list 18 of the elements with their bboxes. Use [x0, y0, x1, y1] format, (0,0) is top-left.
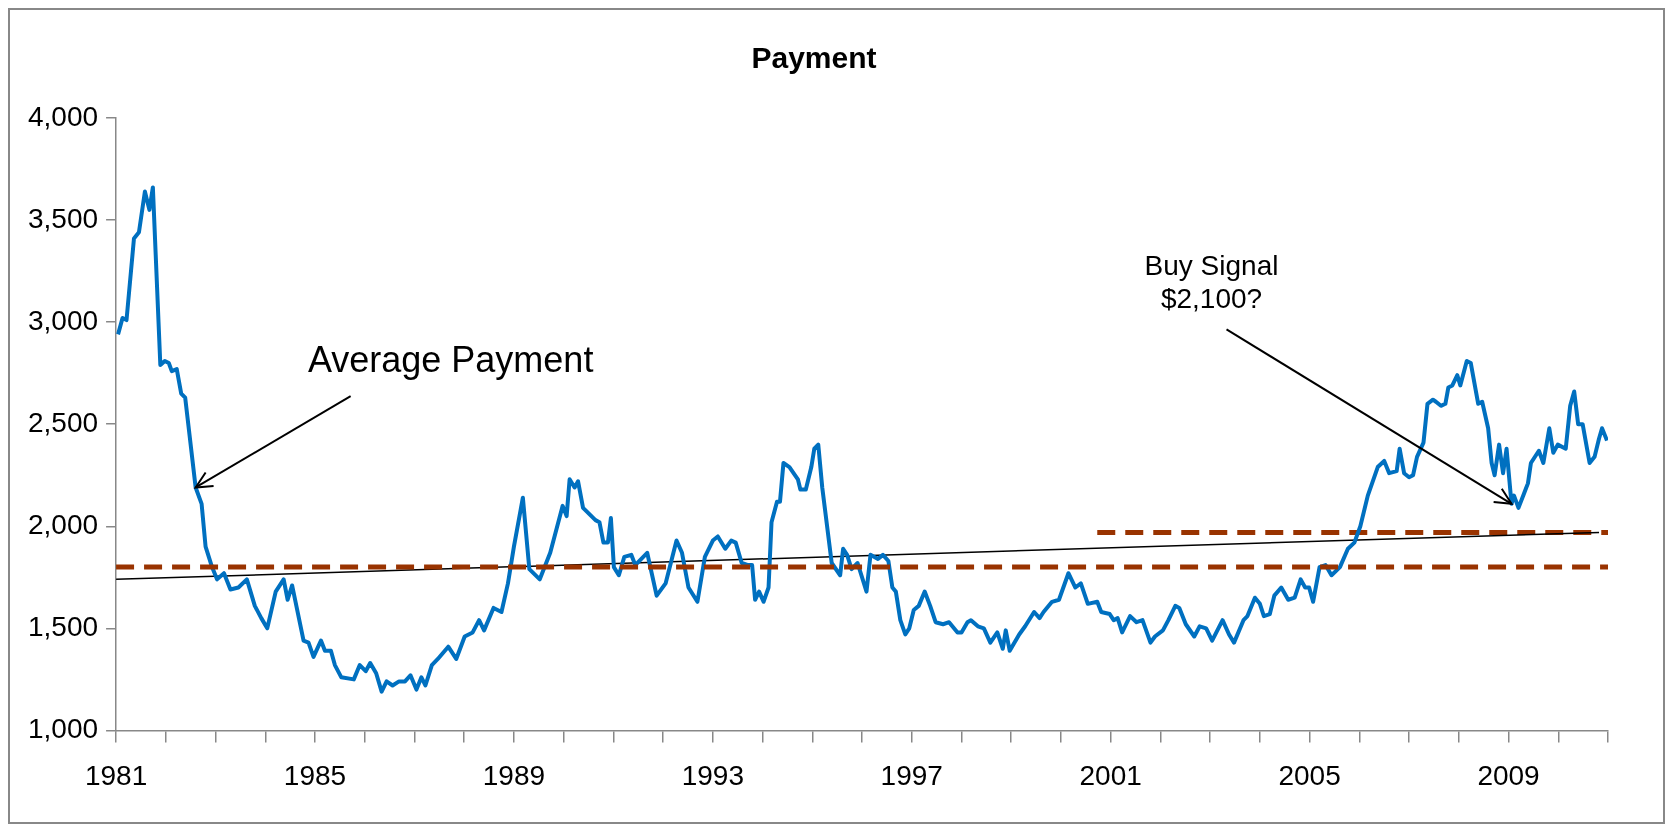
x-tick-label: 2001: [1079, 759, 1142, 791]
annotation: Average Payment: [307, 339, 594, 381]
y-tick-label: 1,500: [27, 611, 99, 643]
y-tick-label: 4,000: [27, 100, 99, 132]
y-tick-label: 3,000: [27, 304, 99, 336]
y-tick-label: 3,500: [27, 202, 99, 234]
y-tick-label: 2,000: [27, 508, 99, 540]
x-tick-label: 1985: [283, 759, 347, 791]
y-tick-label: 2,500: [27, 406, 99, 438]
x-tick-label: 1997: [880, 759, 943, 791]
x-tick-label: 1981: [84, 759, 148, 791]
x-tick-label: 1993: [681, 759, 744, 791]
y-tick-label: 1,000: [27, 713, 99, 745]
x-tick-label: 1989: [482, 759, 546, 791]
x-tick-label: 2005: [1278, 759, 1341, 791]
x-tick-label: 2009: [1477, 759, 1540, 791]
chart-title: Payment: [751, 41, 877, 75]
annotation: Buy Signal $2,100?: [1144, 249, 1279, 315]
